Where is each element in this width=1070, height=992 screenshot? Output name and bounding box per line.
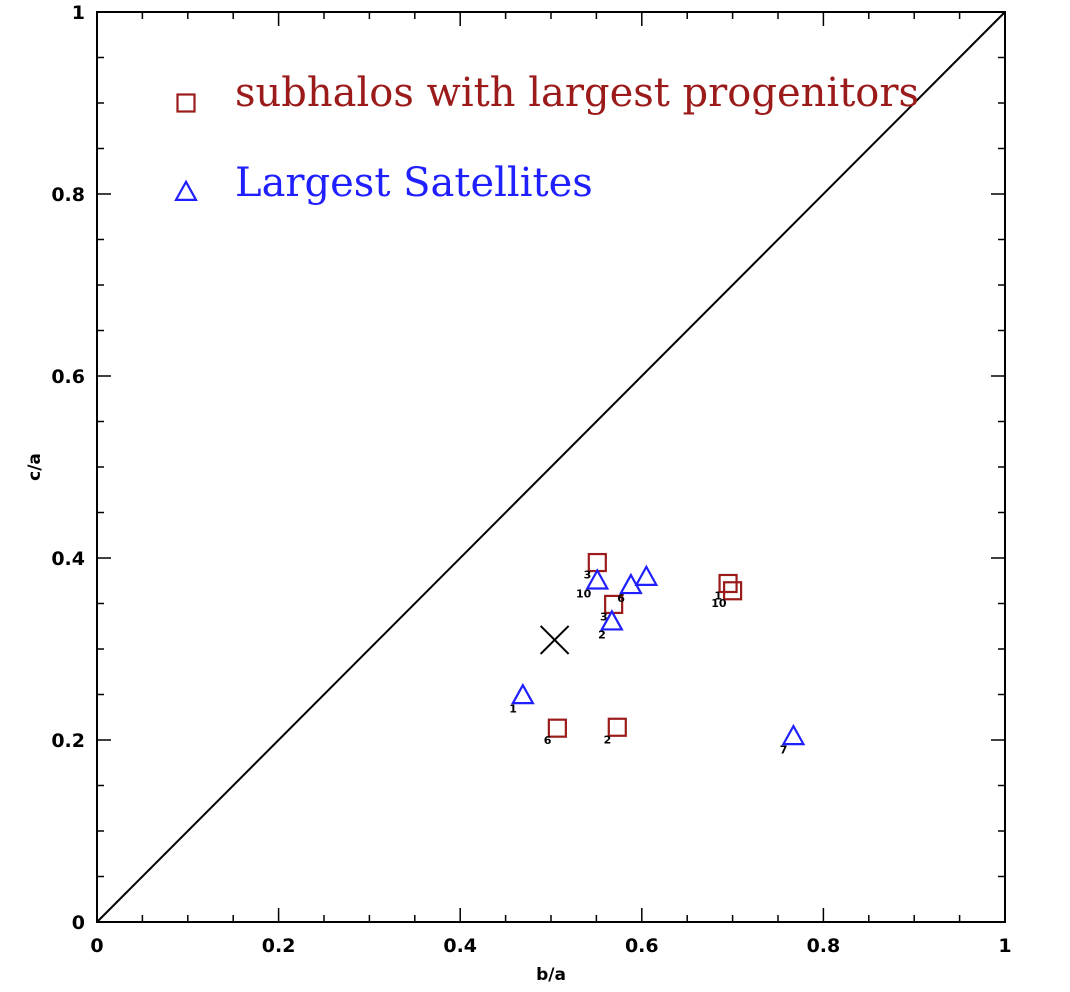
subhalo-point: [722, 581, 743, 601]
y-axis-label: c/a: [25, 453, 45, 481]
point-label: 3: [600, 610, 608, 623]
satellite-point: [585, 568, 610, 590]
subhalo-point: [718, 573, 738, 594]
y-tick-label: 0.8: [51, 184, 85, 206]
point-label: 6: [617, 592, 625, 605]
satellite-point: [634, 564, 659, 586]
point-label: 7: [780, 743, 788, 756]
point-label: 1: [509, 702, 517, 715]
legend-square-icon: [176, 93, 196, 113]
satellite-point: [510, 682, 535, 705]
y-tick-label: 0.2: [51, 730, 85, 752]
cross-marker: [539, 625, 570, 655]
y-tick-label: 0.4: [51, 548, 85, 570]
x-axis-label: b/a: [536, 965, 566, 985]
legend: subhalos with largest progenitors Largest…: [174, 70, 919, 206]
tick-labels: 0 0.2 0.4 0.6 0.8 100.20.40.60.81: [51, 2, 1011, 957]
legend-triangle-icon: [174, 179, 198, 201]
satellite-point: [781, 723, 806, 746]
axis-ticks: [96, 11, 1006, 923]
subhalo-point: [547, 718, 567, 738]
x-tick-label: 0.6: [625, 935, 659, 957]
y-tick-label: 0: [72, 912, 85, 934]
point-label: 2: [598, 629, 606, 642]
x-tick-label: 1: [998, 935, 1011, 957]
y-tick-label: 0.6: [51, 366, 85, 388]
x-tick-label: 0.8: [807, 935, 841, 957]
legend-satellites-label: Largest Satellites: [235, 160, 593, 206]
diagonal-reference-line: [96, 11, 1006, 923]
point-label: 6: [544, 734, 552, 747]
point-label: 3: [584, 569, 592, 582]
point-label: 10: [711, 597, 727, 610]
point-label: 2: [604, 733, 612, 746]
y-tick-label: 1: [72, 2, 85, 24]
subhalo-point: [607, 717, 627, 737]
x-tick-label: 0.2: [262, 935, 296, 957]
legend-subhalos-label: subhalos with largest progenitors: [235, 70, 919, 116]
satellite-point: [599, 609, 624, 631]
x-tick-label: 0: [90, 935, 103, 957]
point-label: 10: [576, 588, 592, 601]
point-label: 1: [714, 589, 722, 602]
x-tick-label: 0.4: [443, 935, 477, 957]
